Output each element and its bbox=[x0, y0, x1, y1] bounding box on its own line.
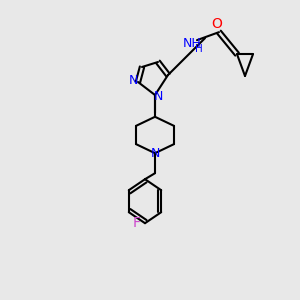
Text: N: N bbox=[150, 147, 160, 160]
Text: F: F bbox=[133, 216, 141, 230]
Text: H: H bbox=[195, 44, 203, 54]
Text: N: N bbox=[128, 74, 138, 88]
Text: O: O bbox=[212, 17, 222, 31]
Text: NH: NH bbox=[183, 37, 201, 50]
Text: N: N bbox=[153, 89, 163, 103]
